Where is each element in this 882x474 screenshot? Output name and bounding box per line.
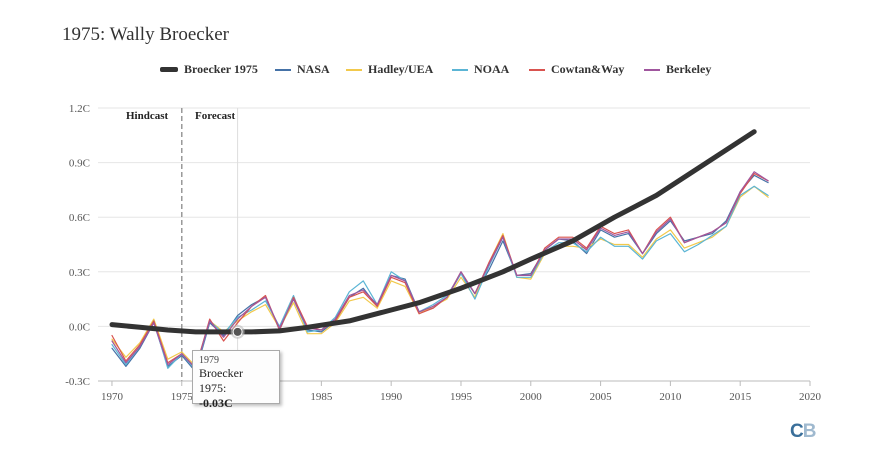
legend-swatch-nasa — [275, 68, 291, 71]
series-line-broecker-1975 — [109, 129, 757, 335]
legend-label: Broecker 1975 — [184, 62, 258, 76]
hindcast-label: Hindcast — [126, 110, 169, 122]
series-line-cowtan-way — [111, 172, 769, 369]
series-line-nasa — [111, 174, 769, 373]
legend-swatch-broecker — [160, 67, 178, 72]
x-tick-label: 1985 — [310, 391, 333, 403]
x-tick-label: 1995 — [450, 391, 473, 403]
x-tick-label: 1975 — [171, 391, 194, 403]
legend-label: NOAA — [474, 62, 510, 76]
legend-item-broecker[interactable]: Broecker 1975 — [160, 62, 258, 77]
legend-item-cowtan-way[interactable]: Cowtan&Way — [529, 62, 624, 77]
legend-item-nasa[interactable]: NASA — [275, 62, 330, 77]
x-axis-tick-labels: 1970197519801985199019952000200520102015… — [101, 391, 822, 403]
legend-swatch-cowtan-way — [529, 68, 545, 71]
series-lines — [109, 129, 769, 373]
y-tick-label: 0.6C — [69, 212, 90, 224]
chart-title: 1975: Wally Broecker — [62, 24, 229, 45]
x-tick-label: 1970 — [101, 391, 124, 403]
x-tick-label: 2005 — [590, 391, 613, 403]
chart-legend: Broecker 1975 NASA Hadley/UEA NOAA Cowta… — [0, 62, 882, 84]
legend-swatch-hadley — [346, 68, 362, 71]
carbon-brief-logo: CB — [790, 421, 816, 442]
tooltip-series-label: Broecker 1975: — [199, 366, 243, 395]
x-tick-label: 2015 — [729, 391, 752, 403]
legend-label: Berkeley — [666, 62, 712, 76]
legend-item-hadley[interactable]: Hadley/UEA — [346, 62, 433, 77]
x-tick-label: 1990 — [380, 391, 403, 403]
y-axis-tick-labels: -0.3C 0.0C 0.3C 0.6C 0.9C 1.2C — [65, 103, 90, 388]
series-line-hadley-uea — [111, 185, 769, 367]
series-line-noaa — [111, 185, 769, 371]
x-tick-label: 2020 — [799, 391, 822, 403]
tooltip-value: -0.03C — [199, 396, 233, 410]
legend-swatch-berkeley — [644, 68, 660, 71]
data-tooltip: 1979 Broecker 1975: -0.03C — [192, 350, 280, 410]
hover-marker — [230, 324, 245, 339]
legend-swatch-noaa — [452, 68, 468, 71]
series-line-berkeley — [111, 171, 769, 369]
forecast-label: Forecast — [195, 110, 235, 122]
y-tick-label: -0.3C — [65, 376, 90, 388]
hover-marker-dot — [232, 326, 243, 337]
y-tick-label: 0.9C — [69, 158, 90, 170]
x-tick-label: 2000 — [520, 391, 543, 403]
legend-label: Cowtan&Way — [551, 62, 625, 76]
legend-label: NASA — [297, 62, 330, 76]
x-tick-label: 2010 — [659, 391, 682, 403]
legend-item-berkeley[interactable]: Berkeley — [644, 62, 711, 77]
y-tick-label: 0.3C — [69, 267, 90, 279]
forecast-annotations: Hindcast Forecast — [126, 110, 235, 122]
y-tick-label: 1.2C — [69, 103, 90, 115]
tooltip-year: 1979 — [199, 355, 219, 366]
y-tick-label: 0.0C — [69, 321, 90, 333]
legend-item-noaa[interactable]: NOAA — [452, 62, 509, 77]
legend-label: Hadley/UEA — [368, 62, 434, 76]
